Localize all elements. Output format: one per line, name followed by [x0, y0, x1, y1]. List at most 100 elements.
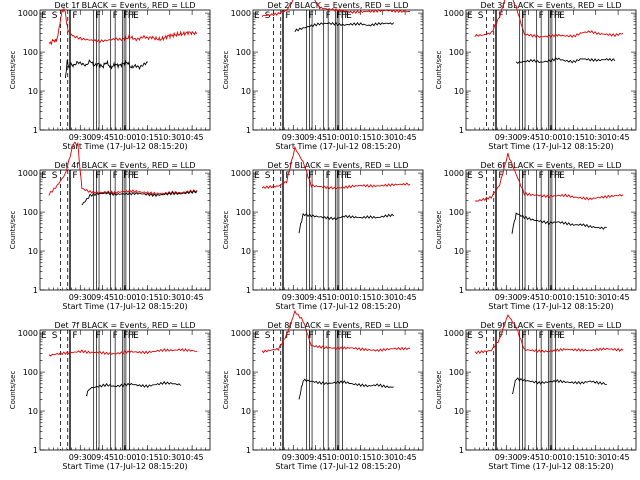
y-tick-label: 100	[449, 48, 464, 57]
event-letter: F	[309, 331, 314, 341]
x-tick-label: 10:15	[136, 133, 159, 142]
series-line-lld	[474, 152, 624, 202]
x-tick-label: 09:45	[304, 453, 327, 462]
event-letter: F	[96, 331, 101, 341]
y-tick-label: 100	[23, 368, 38, 377]
y-axis-label: Counts/sec	[9, 211, 17, 250]
event-letter: F	[128, 331, 133, 341]
panel-det-1: Det 1f BLACK = Events, RED = LLD 1 10 100 10…	[9, 1, 211, 151]
x-tick-label: 10:15	[349, 453, 372, 462]
event-letter: S	[52, 11, 58, 21]
x-tick-label: 10:30	[158, 293, 181, 302]
y-tick-label: 100	[449, 208, 464, 217]
event-letter: F	[344, 331, 349, 341]
x-tick-label: 10:15	[349, 133, 372, 142]
y-axis-label: Counts/sec	[435, 51, 443, 90]
plot-frame	[39, 169, 211, 291]
x-tick-label: 09:30	[495, 133, 518, 142]
event-letter: S	[478, 331, 484, 341]
event-letter: S	[265, 11, 271, 21]
y-axis-label: Counts/sec	[9, 371, 17, 410]
event-letter: F	[549, 11, 554, 21]
x-tick-label: 10:45	[607, 453, 630, 462]
y-tick-label: 1	[33, 126, 38, 135]
series-line-lld	[48, 141, 198, 196]
event-letter: F	[123, 171, 128, 181]
event-letter: F	[123, 11, 128, 21]
event-letter: F	[549, 171, 554, 181]
x-tick-label: 10:15	[562, 453, 585, 462]
y-tick-label: 100	[449, 368, 464, 377]
panel-det-9: Det 9f BLACK = Events, RED = LLD 1 10 100 10…	[435, 314, 637, 471]
x-tick-label: 09:45	[304, 293, 327, 302]
event-letter: F	[326, 171, 331, 181]
x-tick-label: 10:00	[326, 293, 349, 302]
event-letter: F	[72, 11, 77, 21]
y-axis-label: Counts/sec	[222, 211, 230, 250]
x-tick-label: 10:45	[607, 133, 630, 142]
x-tick-label: 10:45	[394, 453, 417, 462]
event-letter: F	[557, 171, 562, 181]
event-letter: F	[554, 331, 559, 341]
x-tick-label: 10:00	[326, 133, 349, 142]
event-letter: F	[336, 11, 341, 21]
x-tick-label: 10:45	[394, 133, 417, 142]
event-letter: F	[557, 331, 562, 341]
event-letter: E	[254, 171, 260, 181]
event-letter: S	[478, 11, 484, 21]
x-axis-label: Start Time (17-Jul-12 08:15:20)	[62, 302, 187, 311]
x-tick-label: 10:00	[539, 133, 562, 142]
y-tick-label: 1	[246, 446, 251, 455]
event-letter: F	[336, 171, 341, 181]
series-line-events	[515, 57, 616, 65]
panel-title: Det 8f BLACK = Events, RED = LLD	[267, 321, 408, 330]
event-letter: F	[341, 171, 346, 181]
x-tick-label: 10:00	[326, 453, 349, 462]
event-letter: F	[539, 11, 544, 21]
x-tick-label: 10:45	[181, 453, 204, 462]
event-letter: S	[265, 331, 271, 341]
event-letter: E	[133, 11, 139, 21]
y-tick-label: 1	[33, 286, 38, 295]
x-tick-label: 10:15	[136, 293, 159, 302]
event-letter: E	[41, 11, 47, 21]
y-axis-label: Counts/sec	[9, 51, 17, 90]
y-tick-label: 1000	[444, 169, 464, 178]
series-line-events	[298, 378, 394, 400]
x-tick-label: 10:15	[136, 453, 159, 462]
y-tick-label: 100	[236, 208, 251, 217]
event-letter: F	[522, 331, 527, 341]
y-tick-label: 100	[236, 368, 251, 377]
y-tick-label: 1	[33, 446, 38, 455]
series-line-lld	[48, 8, 198, 46]
y-tick-label: 10	[454, 87, 464, 96]
event-letter: F	[285, 331, 290, 341]
event-letter: E	[254, 11, 260, 21]
y-tick-label: 1000	[231, 169, 251, 178]
y-tick-label: 10	[454, 407, 464, 416]
event-letter: F	[326, 331, 331, 341]
event-letter: F	[72, 171, 77, 181]
x-tick-label: 10:45	[181, 133, 204, 142]
panel-det-6: Det 6f BLACK = Events, RED = LLD 1 10 100 10…	[435, 152, 637, 311]
panel-det-4: Det 4f BLACK = Events, RED = LLD 1 10 100 10…	[9, 141, 211, 311]
x-tick-label: 10:00	[539, 453, 562, 462]
event-letter: F	[309, 11, 314, 21]
event-letter: F	[549, 331, 554, 341]
x-tick-label: 10:45	[394, 293, 417, 302]
x-tick-label: 10:30	[371, 453, 394, 462]
panel-det-7: Det 7f BLACK = Events, RED = LLD 1 10 100 10…	[9, 321, 211, 471]
plot-frame	[465, 9, 637, 131]
y-tick-label: 1	[246, 126, 251, 135]
x-axis-label: Start Time (17-Jul-12 08:15:20)	[275, 462, 400, 471]
x-tick-label: 10:30	[371, 133, 394, 142]
event-letter: F	[344, 171, 349, 181]
event-letter: E	[559, 331, 565, 341]
x-tick-label: 10:30	[371, 293, 394, 302]
y-tick-label: 1000	[18, 329, 38, 338]
x-tick-label: 09:30	[495, 453, 518, 462]
event-letter: F	[128, 11, 133, 21]
series-line-events	[298, 212, 395, 234]
x-tick-label: 09:45	[91, 133, 114, 142]
x-tick-label: 09:30	[282, 453, 305, 462]
